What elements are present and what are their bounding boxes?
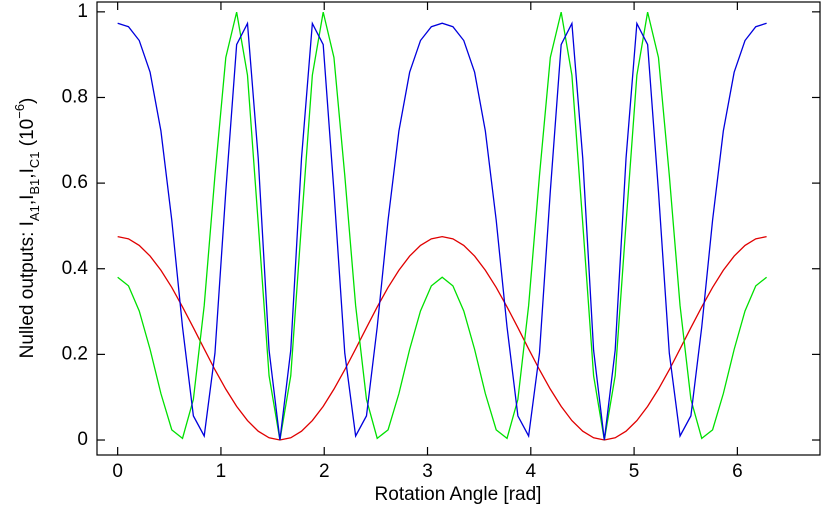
x-tick-label: 6: [732, 461, 743, 482]
y-axis-label: Nulled outputs: IA1,IB1,IC1 (10−6): [12, 98, 42, 359]
y-axis-label-part: C1: [27, 152, 42, 169]
y-axis-label-part: ,I: [17, 195, 38, 206]
y-tick-label: 0: [77, 429, 88, 450]
y-axis-label-part: −6: [12, 104, 27, 119]
x-tick-label: 5: [629, 461, 640, 482]
y-axis-label-part: ,I: [17, 168, 38, 179]
x-axis-label: Rotation Angle [rad]: [375, 484, 542, 505]
line-series: [117, 235, 767, 441]
y-tick-label: 0.2: [62, 343, 88, 364]
x-tick-label: 2: [319, 461, 330, 482]
y-tick-label: 0.8: [62, 86, 88, 107]
y-tick-label: 0.6: [62, 172, 88, 193]
line-series: [117, 11, 768, 441]
x-tick-label: 1: [216, 461, 227, 482]
y-tick-label: 0.4: [62, 258, 89, 279]
plot-frame: [96, 1, 821, 456]
y-axis-label-part: A1: [27, 205, 42, 221]
x-tick-label: 0: [112, 461, 123, 482]
line-series: [117, 21, 767, 441]
x-tick-label: 4: [526, 461, 537, 482]
y-axis-label-part: Nulled outputs: I: [17, 221, 38, 358]
x-tick-label: 3: [422, 461, 433, 482]
y-axis-label-part: ): [17, 98, 38, 104]
y-axis-label-part: (10: [17, 119, 38, 152]
y-tick-label: 1: [77, 1, 88, 22]
y-axis-label-part: B1: [27, 179, 42, 195]
